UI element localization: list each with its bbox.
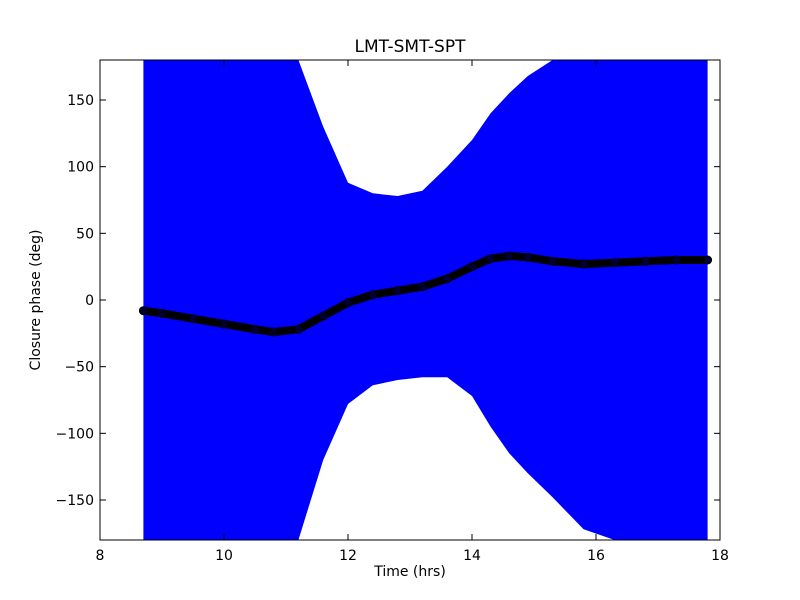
data-point xyxy=(467,262,477,272)
y-axis-label: Closure phase (deg) xyxy=(28,230,44,371)
data-point xyxy=(318,311,328,321)
data-point xyxy=(641,256,651,266)
data-point xyxy=(188,314,198,324)
data-point xyxy=(219,319,229,329)
plot-area: 8 10 12 14 16 18 −150 −100 −50 0 50 100 150 xyxy=(56,59,729,564)
y-tick-label: 0 xyxy=(85,293,94,309)
data-point xyxy=(548,256,558,266)
y-tick-label: −150 xyxy=(56,493,94,509)
data-point xyxy=(368,290,378,300)
y-tick-label: 50 xyxy=(76,226,94,242)
x-tick-label: 12 xyxy=(339,548,357,564)
data-point xyxy=(579,259,589,269)
x-tick-label: 16 xyxy=(587,548,605,564)
y-tick-label: −100 xyxy=(56,426,94,442)
data-point xyxy=(610,258,620,268)
closure-phase-point-layer xyxy=(138,251,713,337)
data-point xyxy=(442,274,452,284)
y-tick-label: 100 xyxy=(67,160,94,176)
data-point xyxy=(157,308,167,318)
data-point xyxy=(269,327,279,337)
data-point xyxy=(486,254,496,264)
data-point xyxy=(504,251,514,261)
error-band xyxy=(143,60,708,540)
data-point xyxy=(393,286,403,296)
data-point xyxy=(293,324,303,334)
x-tick-label: 14 xyxy=(463,548,481,564)
error-band-layer xyxy=(143,60,708,540)
x-tick-label: 10 xyxy=(215,548,233,564)
data-point xyxy=(703,255,713,265)
y-tick-label: 150 xyxy=(67,93,94,109)
tick-layer: 8 10 12 14 16 18 −150 −100 −50 0 50 100 150 xyxy=(56,60,729,564)
data-point xyxy=(138,306,148,316)
data-point xyxy=(523,252,533,262)
x-axis-label: Time (hrs) xyxy=(373,564,446,580)
data-point xyxy=(672,255,682,265)
y-tick-label: −50 xyxy=(64,360,94,376)
x-tick-label: 8 xyxy=(96,548,105,564)
x-tick-label: 18 xyxy=(711,548,729,564)
data-point xyxy=(250,324,260,334)
data-point xyxy=(417,282,427,292)
chart-title: LMT-SMT-SPT xyxy=(355,37,467,57)
data-point xyxy=(343,298,353,308)
